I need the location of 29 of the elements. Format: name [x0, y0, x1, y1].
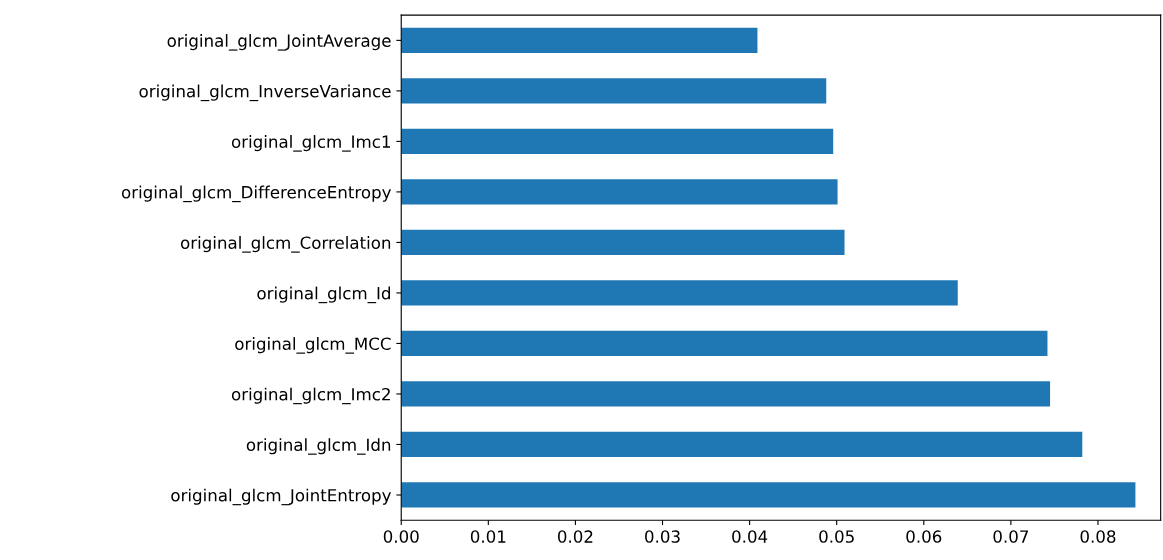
- bar: [401, 381, 1051, 407]
- y-tick-label: original_glcm_JointAverage: [167, 34, 391, 51]
- bar: [401, 78, 827, 104]
- x-tick-label: 0.05: [819, 530, 854, 543]
- bar: [401, 128, 834, 155]
- bar: [401, 229, 845, 256]
- x-tick-label: 0.00: [383, 530, 419, 543]
- x-tick-label: 0.08: [1080, 530, 1116, 543]
- y-tick-label: original_glcm_Imc1: [231, 135, 390, 152]
- x-tick-label: 0.07: [993, 530, 1029, 543]
- bar: [401, 27, 758, 53]
- bar: [401, 431, 1083, 458]
- bar: [401, 330, 1048, 357]
- x-tick-label: 0.01: [470, 530, 506, 543]
- bar: [401, 280, 958, 306]
- y-tick-label: original_glcm_Imc2: [231, 387, 390, 405]
- y-tick-label: original_glcm_DifferenceEntropy: [121, 185, 392, 203]
- y-tick-label: original_glcm_Correlation: [180, 236, 391, 253]
- y-tick-label: original_glcm_MCC: [235, 337, 391, 354]
- y-tick-label: original_glcm_Id: [257, 286, 390, 304]
- x-tick-label: 0.04: [732, 530, 768, 543]
- x-tick-label: 0.06: [906, 530, 942, 543]
- y-tick-label: original_glcm_Idn: [246, 438, 391, 455]
- x-tick-label: 0.03: [645, 530, 680, 543]
- bar: [401, 482, 1136, 508]
- x-tick-label: 0.02: [557, 530, 593, 543]
- bar: [401, 179, 838, 205]
- y-tick-label: original_glcm_JointEntropy: [171, 488, 392, 506]
- y-tick-label: original_glcm_InverseVariance: [139, 84, 391, 102]
